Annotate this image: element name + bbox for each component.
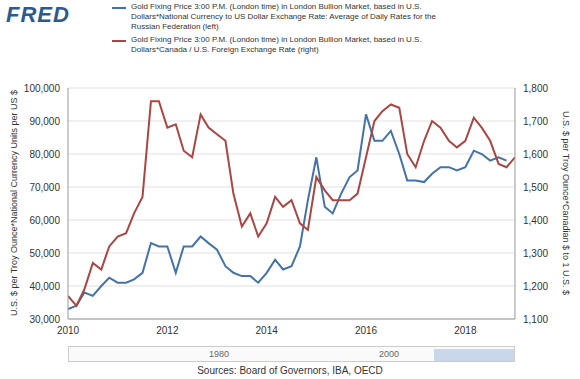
svg-text:1,500: 1,500	[523, 182, 548, 193]
svg-text:40,000: 40,000	[29, 281, 60, 292]
svg-text:2010: 2010	[57, 325, 80, 336]
html-text:Sources: Board of Governors, I: Sources: Board of Governors, IBA, OECD	[197, 365, 383, 376]
svg-text:100,000: 100,000	[24, 83, 61, 94]
html-text:1980: 1980	[209, 349, 229, 359]
svg-text:1,600: 1,600	[523, 149, 548, 160]
html-text:Gold Fixing Price 3:00 P.M. (L: Gold Fixing Price 3:00 P.M. (London time…	[131, 35, 422, 54]
svg-text:60,000: 60,000	[29, 215, 60, 226]
svg-text:1,200: 1,200	[523, 281, 548, 292]
html-text:2000: 2000	[379, 349, 399, 359]
html-text:Gold Fixing Price 3:00 P.M. (L: Gold Fixing Price 3:00 P.M. (London time…	[131, 2, 436, 31]
svg-text:1,400: 1,400	[523, 215, 548, 226]
svg-text:1,300: 1,300	[523, 248, 548, 259]
svg-text:50,000: 50,000	[29, 248, 60, 259]
svg-text:80,000: 80,000	[29, 149, 60, 160]
html-text:U.S. $ per Troy Ounce*Canadian: U.S. $ per Troy Ounce*Canadian $ to 1 U.…	[561, 110, 571, 295]
svg-text:1,800: 1,800	[523, 83, 548, 94]
svg-text:70,000: 70,000	[29, 182, 60, 193]
svg-text:1,100: 1,100	[523, 314, 548, 325]
svg-text:2012: 2012	[156, 325, 179, 336]
svg-text:1,700: 1,700	[523, 116, 548, 127]
svg-text:2018: 2018	[454, 325, 477, 336]
html-text:U.S. $ per Troy Ounce*National: U.S. $ per Troy Ounce*National Currency …	[9, 90, 19, 317]
svg-text:30,000: 30,000	[29, 314, 60, 325]
svg-text:2016: 2016	[355, 325, 378, 336]
svg-text:90,000: 90,000	[29, 116, 60, 127]
html-text:FRED: FRED	[6, 2, 70, 27]
svg-text:2014: 2014	[256, 325, 279, 336]
